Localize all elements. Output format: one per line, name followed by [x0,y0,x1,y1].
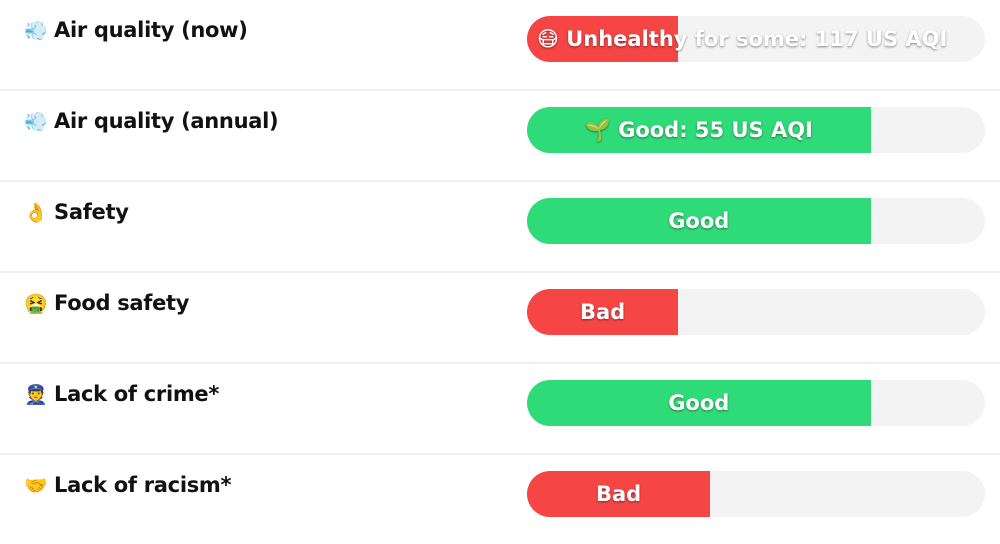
rating-label-text: Air quality (now) [54,18,248,42]
rating-row: 💨 Air quality (annual) 🌱 Good: 55 US AQI [0,91,1000,182]
rating-value: Good [668,209,730,233]
rating-bar-fill [527,289,679,335]
rating-label-text: Lack of racism* [54,473,232,497]
rating-bar-fill [527,198,871,244]
rating-value: Bad [579,300,626,324]
rating-value: Unhealthy for some: 117 US AQI [566,27,948,51]
rating-label: 👮 Lack of crime* [24,382,219,406]
rating-bar-text: 😷 Unhealthy for some: 117 US AQI [537,16,947,62]
ok-hand-icon: 👌 [24,201,48,224]
rating-row: 👮 Lack of crime* Good [0,364,1000,455]
rating-row: 💨 Air quality (now) 😷 Unhealthy for some… [0,0,1000,91]
rating-bar-fill [527,16,679,62]
rating-value: Bad [595,482,642,506]
rating-bar-text: Good [527,380,871,426]
rating-label: 🤝 Lack of racism* [24,473,231,497]
rating-value: Good [668,391,730,415]
rating-bar[interactable]: Good [527,198,985,244]
rating-label: 💨 Air quality (now) [24,18,248,42]
rating-bar-fill [527,380,871,426]
rating-label: 👌 Safety [24,200,129,224]
rating-label-text: Safety [54,200,129,224]
rating-bar-text: Bad [527,471,710,517]
rating-bar[interactable]: Good [527,380,985,426]
rating-row: 👌 Safety Good [0,182,1000,273]
bar-emoji-icon: 😷 [537,27,559,51]
rating-label: 🤮 Food safety [24,291,189,315]
rating-value: Good: 55 US AQI [618,118,813,142]
rating-row: 🤝 Lack of racism* Bad [0,455,1000,544]
rating-bar-fill [527,471,711,517]
rating-bar[interactable]: Bad [527,289,985,335]
rating-bar-text: 🌱 Good: 55 US AQI [527,107,871,153]
rating-bar-text: Good [527,198,871,244]
vomiting-face-icon: 🤮 [24,292,48,315]
rating-bar-fill [527,107,871,153]
police-officer-icon: 👮 [24,383,48,406]
dashing-away-icon: 💨 [24,110,48,133]
rating-bar-text: Bad [527,289,678,335]
dashing-away-icon: 💨 [24,19,48,42]
rating-bar[interactable]: Bad [527,471,985,517]
rating-bar[interactable]: 🌱 Good: 55 US AQI [527,107,985,153]
rating-label-text: Food safety [54,291,190,315]
bar-emoji-icon: 🌱 [584,118,611,142]
rating-label-text: Lack of crime* [54,382,220,406]
handshake-icon: 🤝 [24,474,48,497]
rating-bar[interactable]: 😷 Unhealthy for some: 117 US AQI [527,16,985,62]
rating-label-text: Air quality (annual) [54,109,279,133]
rating-label: 💨 Air quality (annual) [24,109,278,133]
rating-row: 🤮 Food safety Bad [0,273,1000,364]
